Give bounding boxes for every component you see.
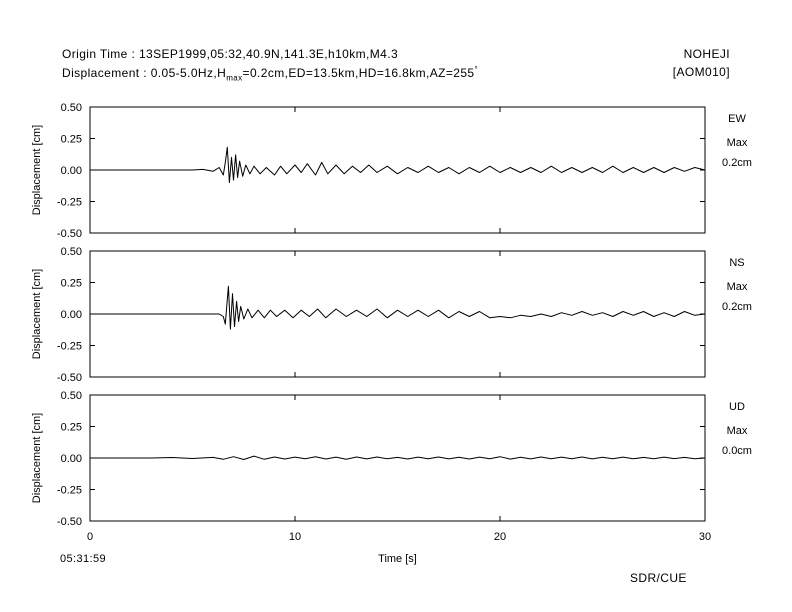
hmax-subscript: max bbox=[226, 73, 243, 83]
max-label-ew: Max bbox=[727, 137, 748, 149]
x-tick-label: 30 bbox=[699, 531, 711, 543]
header-displacement-line: Displacement : 0.05-5.0Hz,Hmax=0.2cm,ED=… bbox=[62, 65, 479, 83]
y-tick-label-ud: 0.50 bbox=[61, 390, 82, 402]
event-distances-text: =0.2cm,ED=13.5km,HD=16.8km,AZ=255 bbox=[242, 66, 475, 80]
trace-ew bbox=[90, 146, 706, 184]
trace-ud bbox=[90, 455, 706, 460]
trace-ns bbox=[90, 285, 706, 330]
y-tick-label-ew: -0.25 bbox=[57, 197, 82, 209]
y-tick-label-ew: 0.00 bbox=[61, 165, 82, 177]
y-tick-label-ns: -0.25 bbox=[57, 341, 82, 353]
station-name: NOHEJI bbox=[683, 47, 730, 61]
y-tick-label-ew: 0.25 bbox=[61, 134, 82, 146]
displacement-label: Displacement bbox=[62, 66, 140, 80]
credit-label: SDR/CUE bbox=[630, 571, 687, 585]
filter-hmax-text: 0.05-5.0Hz,H bbox=[150, 66, 227, 80]
y-tick-label-ud: 0.00 bbox=[61, 453, 82, 465]
origin-value: 13SEP1999,05:32,40.9N,141.3E,h10km,M4.3 bbox=[138, 47, 399, 61]
y-axis-label-ud: Displacement [cm] bbox=[31, 413, 43, 503]
degree-mark: ° bbox=[474, 65, 479, 74]
y-tick-label-ns: 0.25 bbox=[61, 278, 82, 290]
max-label-ns: Max bbox=[727, 281, 748, 293]
x-tick-label: 0 bbox=[87, 531, 93, 543]
max-label-ud: Max bbox=[727, 425, 748, 437]
component-label-ud: UD bbox=[729, 401, 745, 413]
y-tick-label-ud: -0.50 bbox=[57, 516, 82, 528]
max-value-ew: 0.2cm bbox=[722, 157, 752, 169]
y-tick-label-ns: 0.50 bbox=[61, 246, 82, 258]
y-tick-label-ew: 0.50 bbox=[61, 102, 82, 114]
max-value-ns: 0.2cm bbox=[722, 301, 752, 313]
header-origin-line: Origin Time : 13SEP1999,05:32,40.9N,141.… bbox=[62, 47, 399, 61]
origin-label: Origin Time bbox=[62, 47, 128, 61]
x-tick-label: 20 bbox=[494, 531, 506, 543]
y-tick-label-ns: -0.50 bbox=[57, 372, 82, 384]
y-tick-label-ud: -0.25 bbox=[57, 485, 82, 497]
x-axis-label: Time [s] bbox=[378, 553, 417, 565]
y-tick-label-ew: -0.50 bbox=[57, 228, 82, 240]
max-value-ud: 0.0cm bbox=[722, 445, 752, 457]
y-axis-label-ew: Displacement [cm] bbox=[31, 125, 43, 215]
y-tick-label-ns: 0.00 bbox=[61, 309, 82, 321]
station-code: [AOM010] bbox=[672, 65, 730, 79]
y-tick-label-ud: 0.25 bbox=[61, 422, 82, 434]
x-tick-label: 10 bbox=[289, 531, 301, 543]
y-axis-label-ns: Displacement [cm] bbox=[31, 269, 43, 359]
component-label-ns: NS bbox=[729, 257, 744, 269]
component-label-ew: EW bbox=[728, 113, 746, 125]
start-time-label: 05:31:59 bbox=[60, 553, 107, 565]
